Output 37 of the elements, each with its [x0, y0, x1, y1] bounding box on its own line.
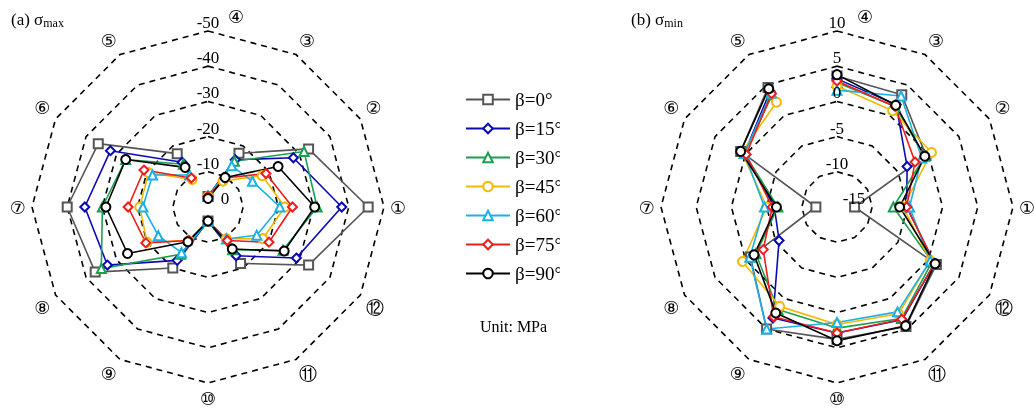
spoke-label: ⑫ [994, 296, 1013, 318]
spoke-label: ⑫ [365, 296, 384, 318]
spoke-label: ③ [299, 29, 316, 51]
spoke-label: ⑩ [199, 387, 217, 409]
y-tick-label: -40 [196, 48, 220, 68]
spoke-label: ② [994, 96, 1011, 118]
spoke-label: ⑧ [663, 296, 680, 318]
spoke-label: ① [390, 196, 407, 218]
spoke-label: ⑧ [34, 296, 51, 318]
y-tick-label: 0 [832, 83, 842, 103]
spoke-label: ⑦ [9, 196, 26, 218]
spoke-label: ⑪ [928, 363, 946, 385]
text: Unit: MPa [480, 317, 548, 335]
spoke-label: ⑥ [663, 96, 680, 118]
y-tick-label: 0 [220, 189, 230, 208]
spoke-label: ⑤ [729, 29, 746, 51]
y-tick-label: -20 [196, 118, 220, 138]
spoke-label: ③ [928, 29, 945, 51]
y-tick-label: -10 [825, 153, 849, 173]
legend-label: β=0° [515, 89, 553, 110]
spoke-label: ⑨ [100, 363, 117, 385]
spoke-label: ④ [856, 5, 874, 27]
spoke-label: ⑤ [100, 29, 117, 51]
y-tick-label: -30 [196, 83, 220, 103]
spoke-label: ① [1019, 196, 1034, 218]
y-tick-label: 5 [832, 48, 842, 68]
spoke-label: ⑥ [34, 96, 51, 118]
y-tick-label: 10 [828, 13, 846, 32]
spoke-label: ⑪ [299, 363, 317, 385]
spoke-label: ④ [227, 5, 245, 27]
y-tick-label: -10 [196, 153, 220, 173]
y-tick-label: -50 [196, 13, 220, 32]
spoke-label: ⑦ [638, 196, 655, 218]
spoke-label: ⑨ [729, 363, 746, 385]
y-tick-label: -5 [829, 118, 845, 138]
spoke-label: ② [365, 96, 382, 118]
spoke-label: ⑩ [828, 387, 846, 409]
